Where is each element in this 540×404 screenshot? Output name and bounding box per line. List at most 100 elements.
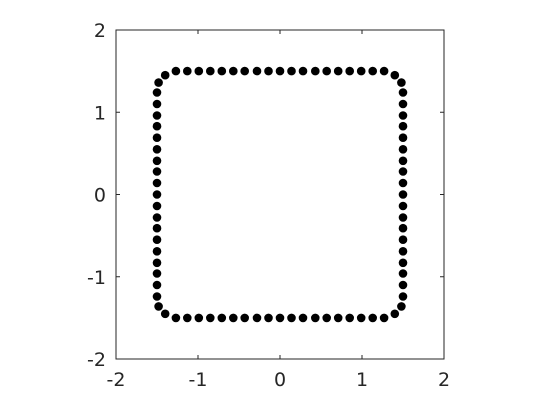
data-point [275,66,285,76]
data-point [217,313,227,323]
y-tick-label: 1 [94,102,106,124]
data-point [298,313,308,323]
data-point [398,190,408,199]
data-point [345,313,355,323]
data-point [398,201,408,211]
data-points [152,66,408,323]
data-point [152,292,162,301]
y-tick-labels: -2 -1 0 1 2 [87,20,106,371]
data-point [206,66,215,76]
y-tick-label: -1 [87,267,106,289]
data-point [398,88,408,97]
data-point [398,247,408,256]
y-tick-label: 2 [94,20,106,42]
data-point [152,223,162,233]
data-point [398,258,408,268]
data-point [398,121,408,131]
x-tick-label: -2 [107,369,126,391]
data-point [229,313,238,323]
data-point [152,178,162,188]
data-point [194,313,204,323]
data-point [152,99,162,109]
x-tick-label: 1 [356,369,368,391]
data-point [322,66,332,76]
data-point [345,66,355,76]
x-tick-labels: -2 -1 0 1 2 [107,369,451,391]
data-point [287,66,296,76]
data-point [252,66,262,76]
data-point [368,313,378,323]
x-tick-label: 2 [438,369,450,391]
data-point [379,313,389,323]
data-point [171,66,181,76]
data-point [398,178,408,188]
data-point [152,111,162,120]
data-point [379,66,389,76]
plot-background [116,30,444,359]
data-point [264,66,273,76]
data-point [368,66,378,76]
data-point [398,156,408,166]
data-point [356,66,366,76]
data-point [333,66,343,76]
data-point [152,269,162,278]
data-point [398,280,408,290]
data-point [398,235,408,244]
data-point [275,313,285,323]
data-point [252,313,262,323]
axis-ticks [115,29,445,360]
data-point [398,133,408,142]
data-point [152,247,162,256]
data-point [154,78,163,87]
data-point [264,313,273,323]
data-point [311,66,320,76]
data-point [152,133,162,142]
data-point [240,313,249,323]
data-point [398,111,408,120]
data-point [333,313,343,323]
data-point [194,66,204,76]
data-point [160,309,170,319]
data-point [152,88,162,97]
data-point [398,167,408,176]
data-point [398,269,408,278]
data-point [206,313,215,323]
data-point [398,213,408,222]
data-point [152,280,162,290]
data-point [154,302,163,311]
data-point [390,70,400,80]
data-point [152,213,162,222]
x-tick-label: 0 [274,369,286,391]
data-point [398,99,408,109]
data-point [152,235,162,244]
data-point [398,292,408,301]
data-point [397,78,406,87]
data-point [390,309,400,319]
data-point [183,66,192,76]
y-tick-label: 0 [94,185,106,207]
data-point [398,223,408,233]
data-point [183,313,192,323]
data-point [152,190,162,199]
data-point [322,313,332,323]
data-point [398,145,408,154]
data-point [397,302,406,311]
data-point [152,258,162,268]
data-point [152,201,162,211]
data-point [240,66,249,76]
data-point [229,66,238,76]
data-point [356,313,366,323]
data-point [311,313,320,323]
data-point [217,66,227,76]
data-point [287,313,296,323]
data-point [152,156,162,166]
data-point [152,167,162,176]
data-point [160,70,170,80]
x-tick-label: -1 [189,369,208,391]
data-point [152,121,162,131]
data-point [152,145,162,154]
data-point [171,313,181,323]
data-point [298,66,308,76]
y-tick-label: -2 [87,349,106,371]
